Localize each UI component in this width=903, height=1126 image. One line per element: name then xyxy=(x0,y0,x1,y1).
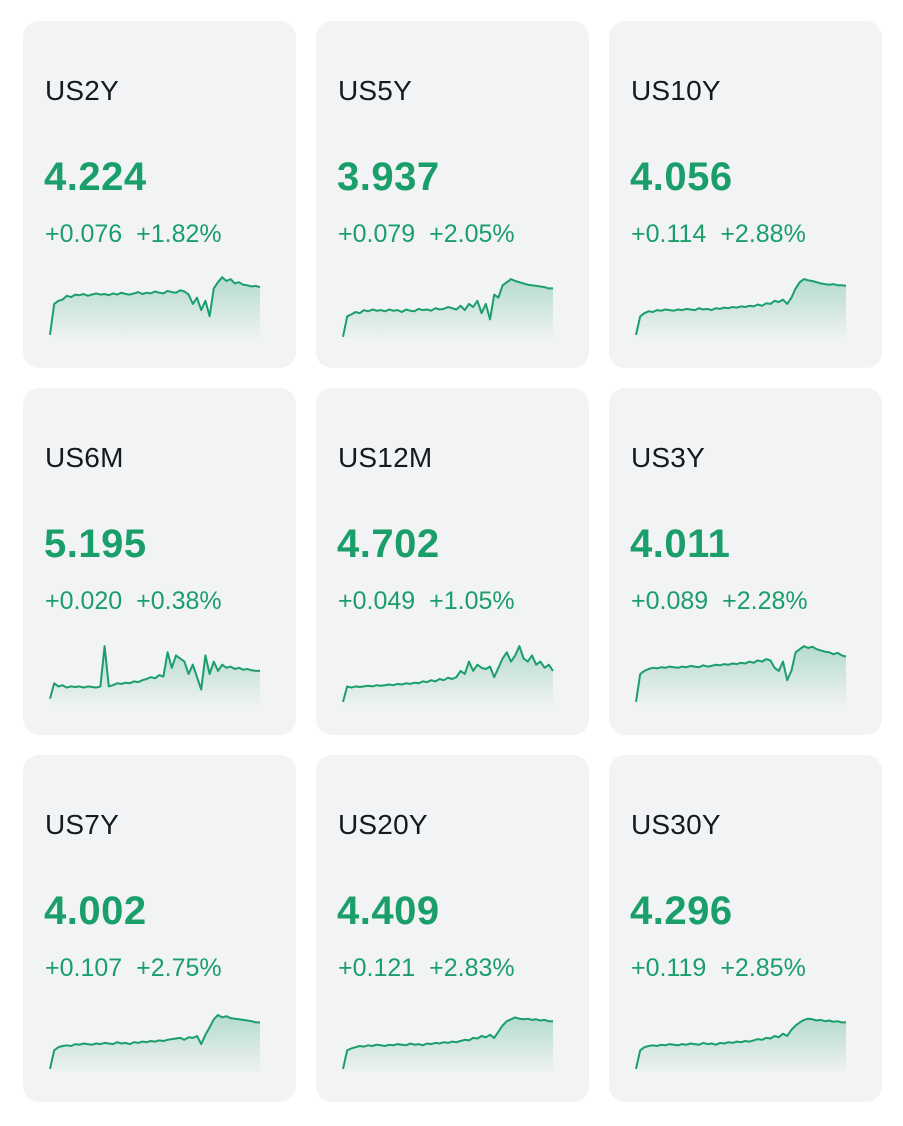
card-change: +0.089 xyxy=(631,587,709,615)
sparkline-chart xyxy=(635,1017,846,1072)
sparkline-line xyxy=(49,276,261,336)
sparkline-line xyxy=(635,645,847,703)
card-change-pct: +0.38% xyxy=(136,587,222,615)
card-change: +0.020 xyxy=(45,587,123,615)
card-change: +0.079 xyxy=(338,220,416,248)
card-change-pct: +2.05% xyxy=(429,220,515,248)
card-changes: +0.089 +2.28% xyxy=(631,587,808,616)
sparkline-chart xyxy=(342,278,553,338)
card-price: 4.702 xyxy=(337,522,440,566)
sparkline-chart xyxy=(635,278,847,338)
card-price: 3.937 xyxy=(337,155,440,199)
sparkline-chart xyxy=(635,645,847,705)
sparkline-line xyxy=(342,278,553,338)
card-changes: +0.121 +2.83% xyxy=(338,954,515,983)
quote-card-us6m[interactable]: US6M 5.195 +0.020 +0.38% xyxy=(23,388,296,735)
card-change: +0.076 xyxy=(45,220,123,248)
sparkline-chart xyxy=(342,1016,553,1072)
card-symbol: US12M xyxy=(338,442,433,473)
card-symbol: US5Y xyxy=(338,75,412,106)
card-change-pct: +1.82% xyxy=(136,220,222,248)
card-price: 4.296 xyxy=(630,889,733,933)
sparkline-area xyxy=(343,1017,553,1072)
sparkline-line xyxy=(635,278,847,336)
card-change: +0.119 xyxy=(631,954,707,982)
sparkline-chart xyxy=(49,645,260,705)
card-changes: +0.020 +0.38% xyxy=(45,587,222,616)
card-symbol: US30Y xyxy=(631,809,721,840)
card-changes: +0.076 +1.82% xyxy=(45,220,222,249)
quote-card-us12m[interactable]: US12M 4.702 +0.049 +1.05% xyxy=(316,388,589,735)
card-change-pct: +2.88% xyxy=(720,220,806,248)
card-symbol: US6M xyxy=(45,442,124,473)
sparkline-area xyxy=(343,646,553,705)
sparkline-area xyxy=(50,277,260,338)
quote-card-us10y[interactable]: US10Y 4.056 +0.114 +2.88% xyxy=(609,21,882,368)
quote-card-us3y[interactable]: US3Y 4.011 +0.089 +2.28% xyxy=(609,388,882,735)
card-change: +0.121 xyxy=(338,954,416,982)
card-symbol: US10Y xyxy=(631,75,721,106)
sparkline-area xyxy=(50,646,260,705)
sparkline-area xyxy=(343,279,553,338)
sparkline-line xyxy=(49,1014,260,1070)
card-change: +0.049 xyxy=(338,587,416,615)
sparkline-chart xyxy=(342,645,554,705)
sparkline-area xyxy=(50,1015,260,1072)
card-symbol: US7Y xyxy=(45,809,119,840)
sparkline-chart xyxy=(49,276,261,338)
card-change-pct: +2.83% xyxy=(429,954,515,982)
sparkline-chart xyxy=(49,1014,260,1072)
quote-card-us2y[interactable]: US2Y 4.224 +0.076 +1.82% xyxy=(23,21,296,368)
card-change-pct: +2.85% xyxy=(720,954,806,982)
quote-card-us20y[interactable]: US20Y 4.409 +0.121 +2.83% xyxy=(316,755,589,1102)
card-change: +0.114 xyxy=(631,220,707,248)
card-symbol: US2Y xyxy=(45,75,119,106)
card-price: 5.195 xyxy=(44,522,147,566)
sparkline-area xyxy=(636,1018,846,1072)
card-changes: +0.079 +2.05% xyxy=(338,220,515,249)
card-price: 4.056 xyxy=(630,155,733,199)
quote-card-us30y[interactable]: US30Y 4.296 +0.119 +2.85% xyxy=(609,755,882,1102)
sparkline-area xyxy=(636,279,846,338)
card-change-pct: +2.28% xyxy=(722,587,808,615)
card-price: 4.011 xyxy=(630,522,731,566)
card-changes: +0.114 +2.88% xyxy=(631,220,806,249)
card-change-pct: +2.75% xyxy=(136,954,222,982)
card-changes: +0.107 +2.75% xyxy=(45,954,222,983)
quote-card-us7y[interactable]: US7Y 4.002 +0.107 +2.75% xyxy=(23,755,296,1102)
card-price: 4.409 xyxy=(337,889,440,933)
sparkline-line xyxy=(342,645,554,703)
card-changes: +0.049 +1.05% xyxy=(338,587,515,616)
card-symbol: US20Y xyxy=(338,809,428,840)
card-symbol: US3Y xyxy=(631,442,705,473)
sparkline-line xyxy=(49,645,260,700)
card-change-pct: +1.05% xyxy=(429,587,515,615)
yield-grid: US2Y 4.224 +0.076 +1.82% US5Y 3.937 +0.07… xyxy=(23,21,882,1102)
card-price: 4.002 xyxy=(44,889,147,933)
card-change: +0.107 xyxy=(45,954,123,982)
sparkline-line xyxy=(342,1016,553,1070)
sparkline-area xyxy=(636,646,846,705)
quote-card-us5y[interactable]: US5Y 3.937 +0.079 +2.05% xyxy=(316,21,589,368)
card-price: 4.224 xyxy=(44,155,147,199)
card-changes: +0.119 +2.85% xyxy=(631,954,806,983)
sparkline-line xyxy=(635,1017,846,1070)
